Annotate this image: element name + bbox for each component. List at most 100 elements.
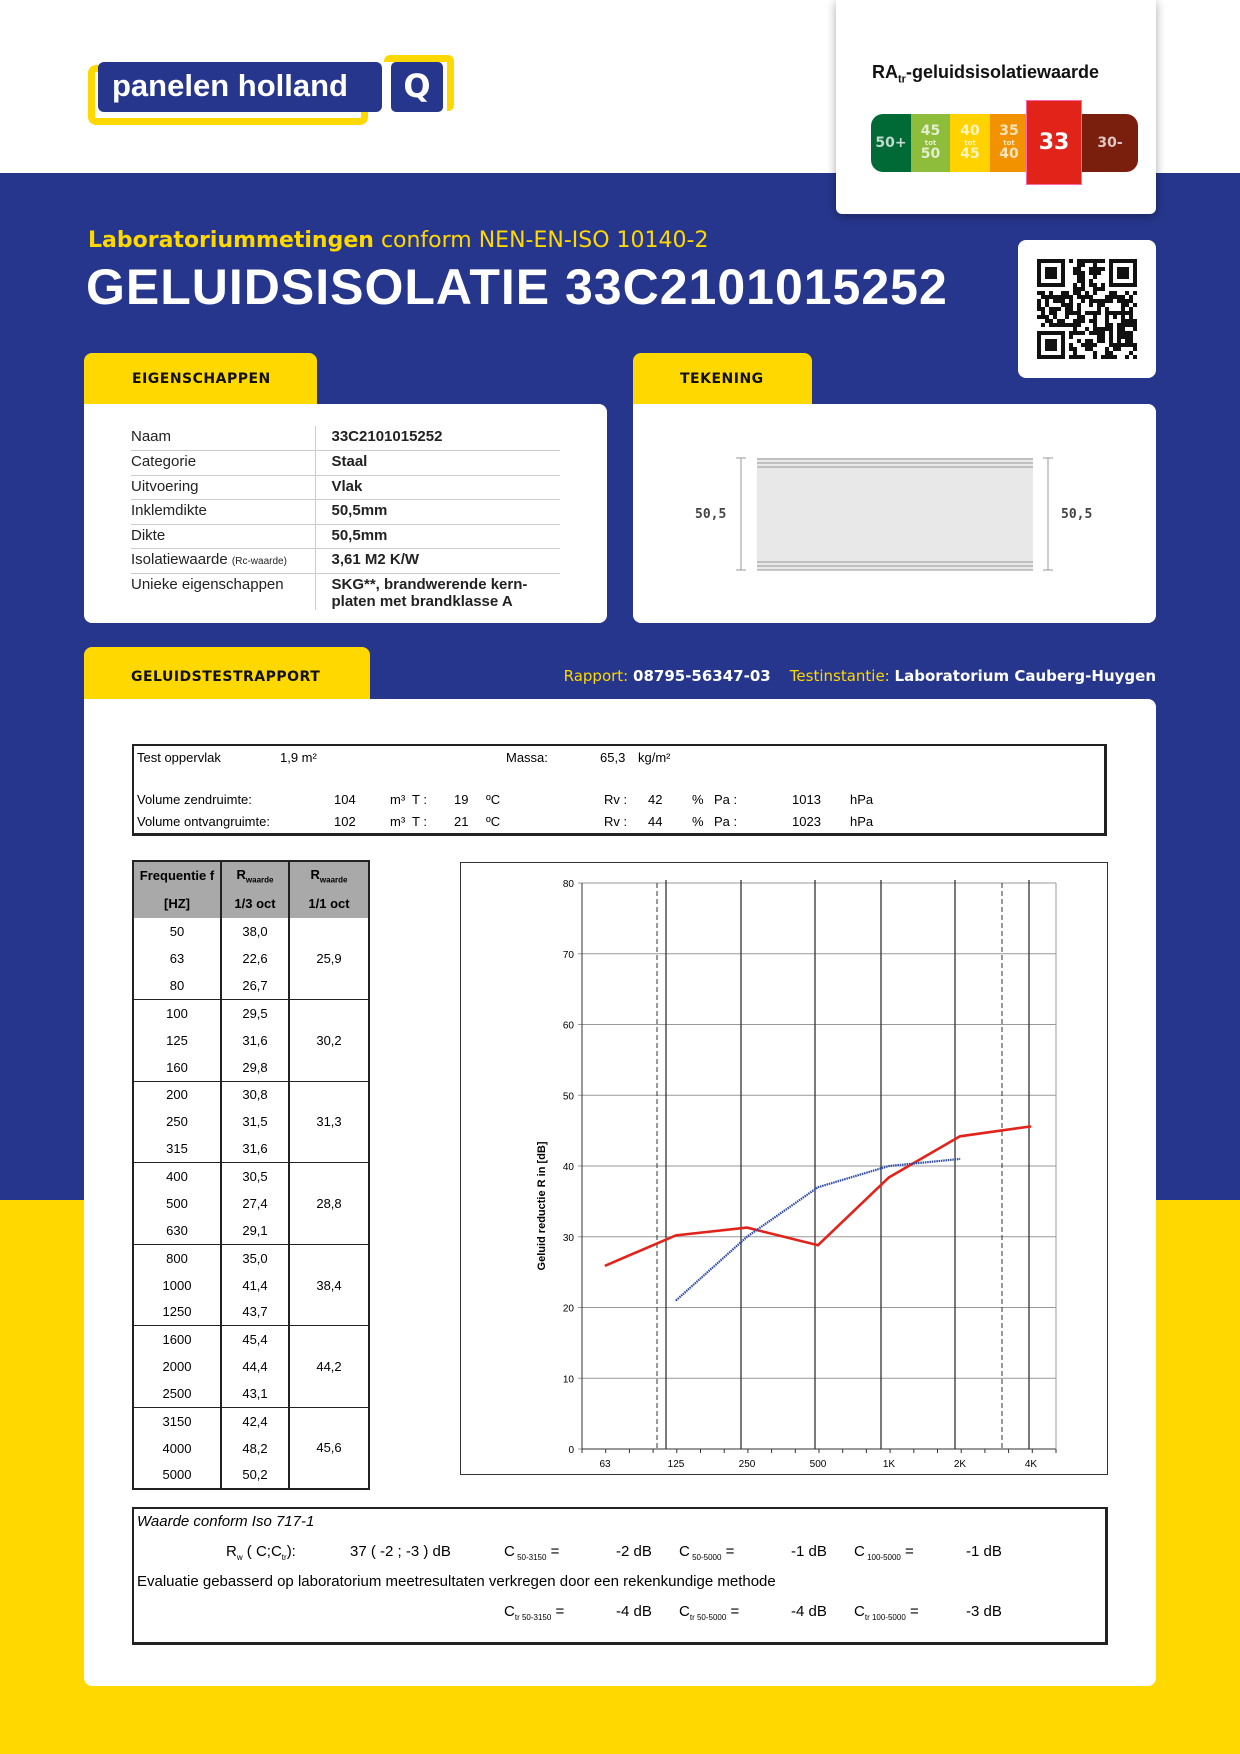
data-point xyxy=(1030,1125,1032,1127)
table-row: 50 38,0 25,9 xyxy=(132,918,369,1000)
test-cell: ºC xyxy=(486,792,501,807)
property-row: Unieke eigenschappen SKG**, brandwerende … xyxy=(131,573,560,610)
table-row: 63 22,6 xyxy=(132,945,369,973)
y-tick-label: 20 xyxy=(563,1304,575,1315)
chart: 0 10 20 30 40 50 60 70 80 63 125 250 500 1K 2K 4K Geluid… xyxy=(460,862,1108,1500)
table-row: 200 30,8 31,3 xyxy=(132,1080,369,1163)
panel-drawing: 50,5 50,5 xyxy=(695,457,1092,571)
frequency-table: Frequentie f Rwaarde Rwaarde [HZ] 1/3 oct 1/… xyxy=(132,860,370,1490)
rating-segment: 30- xyxy=(1082,114,1138,172)
properties-table: Naam 33C2101015252 Categorie Staal Uitvoerin… xyxy=(131,426,560,610)
c-value: Ctr 50-5000 = -4 dB xyxy=(679,1603,827,1622)
data-point xyxy=(888,1176,890,1178)
test-cell: m³ xyxy=(390,792,406,807)
property-row: Dikte 50,5mm xyxy=(131,524,560,549)
property-row: Naam 33C2101015252 xyxy=(131,426,560,451)
test-cell: % xyxy=(692,792,704,807)
iso-values-box: Waarde conform Iso 717-1 Rw ( C;Ctr): 37… xyxy=(132,1507,1108,1645)
page-title: GELUIDSISOLATIE 33C2101015252 xyxy=(86,259,948,315)
table-row: 125 31,6 xyxy=(132,1026,369,1054)
tab-tekening: TEKENING xyxy=(633,353,812,405)
rw-value: 37 ( -2 ; -3 ) dB xyxy=(350,1543,451,1560)
tekening-card: 50,5 50,5 xyxy=(633,404,1156,623)
data-point xyxy=(746,1236,748,1238)
table-row: 1600 45,4 44,2 xyxy=(132,1325,369,1408)
test-cell: hPa xyxy=(850,814,874,829)
test-cell: % xyxy=(692,814,704,829)
table-row: 800 35,0 38,4 xyxy=(132,1243,369,1326)
y-tick-label: 0 xyxy=(568,1445,574,1456)
test-cell: ºC xyxy=(486,814,501,829)
table-row: 100 29,5 30,2 xyxy=(132,999,369,1082)
test-cell: 42 xyxy=(648,792,663,807)
dimension-right: 50,5 xyxy=(1061,507,1092,522)
data-point xyxy=(959,1158,961,1160)
subtitle: Laboratoriummetingen conform NEN-EN-ISO … xyxy=(88,228,709,253)
iso-heading: Waarde conform Iso 717-1 xyxy=(137,1513,315,1530)
tab-geluidstestrapport: GELUIDSTESTRAPPORT xyxy=(84,647,370,700)
tab-eigenschappen: EIGENSCHAPPEN xyxy=(84,353,317,405)
rating-segment: 40 tot 45 xyxy=(950,114,990,172)
x-tick-label: 4K xyxy=(1025,1459,1038,1470)
table-row: 80 26,7 xyxy=(132,972,369,1000)
test-cell: 102 xyxy=(334,814,356,829)
label: Massa: xyxy=(506,750,548,765)
qr-code[interactable] xyxy=(1018,240,1156,378)
test-cell: 104 xyxy=(334,792,356,807)
value: 1,9 m² xyxy=(280,750,317,765)
test-cell: hPa xyxy=(850,792,874,807)
test-cell: 44 xyxy=(648,814,663,829)
table-row: 5000 50,2 xyxy=(132,1461,369,1489)
data-point xyxy=(888,1165,890,1167)
evaluation-text: Evaluatie gebasserd op laboratorium meet… xyxy=(137,1573,776,1590)
test-cell: Rv : xyxy=(604,792,628,807)
value: 65,3 xyxy=(600,750,626,765)
quality-badge-icon: Q xyxy=(391,62,443,112)
data-point xyxy=(675,1234,677,1236)
c-value: Ctr 100-5000 = -3 dB xyxy=(854,1603,1002,1622)
test-cell: 21 xyxy=(454,814,469,829)
rating-card: RAtr-geluidsisolatiewaarde 50+ 45 tot 50 40 t… xyxy=(836,0,1156,214)
table-row: 1000 41,4 xyxy=(132,1271,369,1299)
label: Test oppervlak xyxy=(137,750,221,765)
table-row: 500 27,4 xyxy=(132,1189,369,1218)
c-value: C 50-5000 = -1 dB xyxy=(679,1543,827,1562)
property-row: Isolatiewaarde (Rc-waarde) 3,61 M2 K/W xyxy=(131,548,560,574)
table-row: 250 31,5 xyxy=(132,1108,369,1136)
test-cell: T : xyxy=(412,814,427,829)
data-point xyxy=(746,1227,748,1229)
logo: panelen holland Q xyxy=(88,55,458,125)
x-tick-label: 1K xyxy=(883,1459,896,1470)
x-tick-label: 2K xyxy=(954,1459,967,1470)
c-value: Ctr 50-3150 = -4 dB xyxy=(504,1603,652,1622)
current-rating: 33 xyxy=(1026,100,1082,185)
y-tick-label: 10 xyxy=(563,1374,575,1385)
test-cell: Pa : xyxy=(714,792,738,807)
test-cell: Volume zendruimte: xyxy=(137,792,252,807)
test-cell: Rv : xyxy=(604,814,628,829)
rating-segment: 45 tot 50 xyxy=(911,114,950,172)
rw-label: Rw ( C;Ctr): xyxy=(226,1543,296,1562)
dimension-left: 50,5 xyxy=(695,507,726,522)
property-row: Inklemdikte 50,5mm xyxy=(131,499,560,525)
y-tick-label: 80 xyxy=(563,879,575,890)
property-row: Categorie Staal xyxy=(131,450,560,476)
rating-segment: 50+ xyxy=(871,114,911,172)
y-axis-label: Geluid reductie R in [dB] xyxy=(536,1141,548,1270)
table-row: 4000 48,2 xyxy=(132,1434,369,1462)
data-point xyxy=(604,1265,606,1267)
data-point xyxy=(675,1299,677,1301)
table-row: 315 31,6 xyxy=(132,1135,369,1163)
test-conditions-table: Test oppervlak 1,9 m² Massa: 65,3 kg/m² … xyxy=(132,744,1107,836)
x-tick-label: 63 xyxy=(599,1459,611,1470)
data-point xyxy=(817,1186,819,1188)
property-row: Uitvoering Vlak xyxy=(131,475,560,500)
x-tick-label: 250 xyxy=(739,1459,756,1470)
table-row: 3150 42,4 45,6 xyxy=(132,1406,369,1489)
table-row: 2000 44,4 xyxy=(132,1353,369,1381)
rating-label: RAtr-geluidsisolatiewaarde xyxy=(872,62,1100,86)
report-info: Rapport: 08795-56347-03 Testinstantie: L… xyxy=(563,667,1156,685)
test-cell: T : xyxy=(412,792,427,807)
test-cell: Volume ontvangruimte: xyxy=(137,814,270,829)
table-row: 630 29,1 xyxy=(132,1217,369,1245)
